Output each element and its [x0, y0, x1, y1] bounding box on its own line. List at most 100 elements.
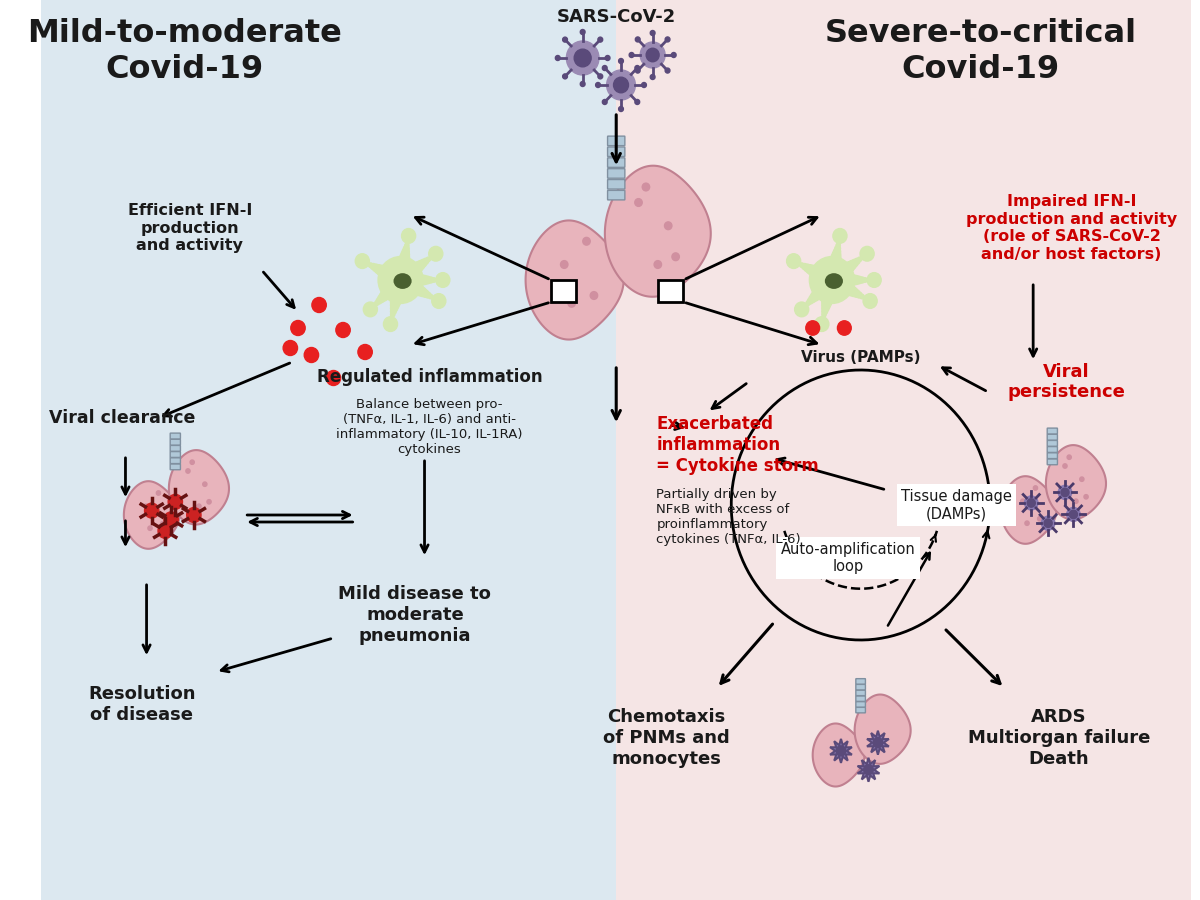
Circle shape — [581, 30, 586, 34]
Circle shape — [432, 293, 446, 309]
Circle shape — [806, 301, 810, 305]
Circle shape — [859, 277, 865, 283]
Circle shape — [829, 271, 846, 289]
Circle shape — [640, 42, 665, 68]
FancyBboxPatch shape — [607, 191, 625, 200]
Circle shape — [646, 49, 659, 62]
Circle shape — [810, 256, 854, 303]
Circle shape — [635, 199, 642, 206]
Circle shape — [810, 292, 818, 302]
Circle shape — [397, 267, 414, 285]
Circle shape — [602, 100, 607, 104]
Circle shape — [859, 294, 864, 299]
Circle shape — [816, 281, 830, 296]
Circle shape — [373, 303, 376, 307]
Circle shape — [665, 37, 670, 42]
Circle shape — [842, 283, 854, 295]
Bar — [41, 0, 617, 900]
Circle shape — [832, 250, 841, 259]
Circle shape — [186, 469, 190, 473]
Circle shape — [1074, 499, 1078, 503]
Circle shape — [590, 292, 598, 300]
Circle shape — [436, 299, 437, 301]
Circle shape — [386, 278, 402, 294]
Circle shape — [408, 281, 421, 294]
Polygon shape — [866, 731, 889, 755]
Circle shape — [845, 274, 856, 286]
Circle shape — [1033, 486, 1038, 491]
Circle shape — [439, 279, 440, 281]
Circle shape — [187, 508, 202, 523]
Circle shape — [390, 269, 410, 291]
Circle shape — [400, 266, 416, 283]
Circle shape — [841, 263, 853, 274]
Circle shape — [832, 266, 847, 283]
Circle shape — [407, 264, 420, 277]
Text: Tissue damage
(DAMPs): Tissue damage (DAMPs) — [901, 489, 1012, 521]
Circle shape — [1021, 499, 1025, 503]
Circle shape — [822, 285, 836, 300]
Circle shape — [822, 304, 829, 312]
FancyBboxPatch shape — [170, 458, 180, 464]
Circle shape — [822, 269, 842, 291]
Circle shape — [397, 257, 410, 271]
Circle shape — [619, 106, 624, 112]
FancyBboxPatch shape — [856, 696, 865, 701]
Circle shape — [822, 297, 832, 307]
Circle shape — [390, 316, 394, 320]
Circle shape — [384, 317, 397, 331]
Circle shape — [832, 276, 848, 292]
Circle shape — [374, 301, 379, 305]
Text: Chemotaxis
of PNMs and
monocytes: Chemotaxis of PNMs and monocytes — [602, 708, 730, 768]
Circle shape — [829, 255, 841, 267]
Text: Mild disease to
moderate
pneumonia: Mild disease to moderate pneumonia — [338, 585, 491, 644]
Bar — [659, 280, 683, 302]
Circle shape — [390, 269, 410, 291]
Circle shape — [833, 272, 848, 288]
Circle shape — [854, 258, 860, 265]
Circle shape — [290, 320, 305, 336]
FancyBboxPatch shape — [170, 464, 180, 470]
Text: Exacerbated
inflammation
= Cytokine storm: Exacerbated inflammation = Cytokine stor… — [656, 415, 820, 474]
Circle shape — [144, 503, 158, 518]
FancyBboxPatch shape — [607, 179, 625, 189]
Circle shape — [390, 309, 396, 314]
FancyBboxPatch shape — [607, 136, 625, 146]
Circle shape — [390, 304, 397, 312]
Circle shape — [635, 68, 640, 73]
Circle shape — [305, 347, 319, 363]
Circle shape — [808, 266, 817, 275]
Circle shape — [811, 266, 824, 280]
Polygon shape — [1046, 446, 1106, 519]
Circle shape — [413, 274, 425, 286]
Circle shape — [836, 273, 851, 287]
Circle shape — [402, 272, 418, 288]
Circle shape — [822, 269, 842, 291]
Circle shape — [374, 265, 383, 274]
Circle shape — [805, 265, 815, 274]
Circle shape — [156, 491, 161, 495]
Circle shape — [384, 267, 401, 284]
Circle shape — [390, 269, 410, 291]
Circle shape — [574, 50, 592, 67]
Circle shape — [839, 281, 852, 294]
Circle shape — [366, 262, 370, 266]
FancyBboxPatch shape — [170, 439, 180, 446]
Circle shape — [672, 253, 679, 261]
Circle shape — [815, 317, 829, 331]
Circle shape — [390, 269, 410, 291]
Circle shape — [407, 238, 409, 239]
Circle shape — [390, 269, 410, 291]
Circle shape — [835, 265, 850, 280]
Circle shape — [283, 340, 298, 356]
Circle shape — [432, 296, 434, 300]
Circle shape — [203, 482, 206, 486]
Circle shape — [371, 264, 376, 269]
Circle shape — [581, 82, 586, 86]
Text: Auto-amplification
loop: Auto-amplification loop — [781, 542, 916, 574]
Circle shape — [796, 262, 797, 263]
Circle shape — [1084, 495, 1088, 499]
Text: Severe-to-critical
Covid-19: Severe-to-critical Covid-19 — [824, 18, 1136, 85]
Circle shape — [368, 263, 373, 267]
Circle shape — [809, 295, 816, 302]
